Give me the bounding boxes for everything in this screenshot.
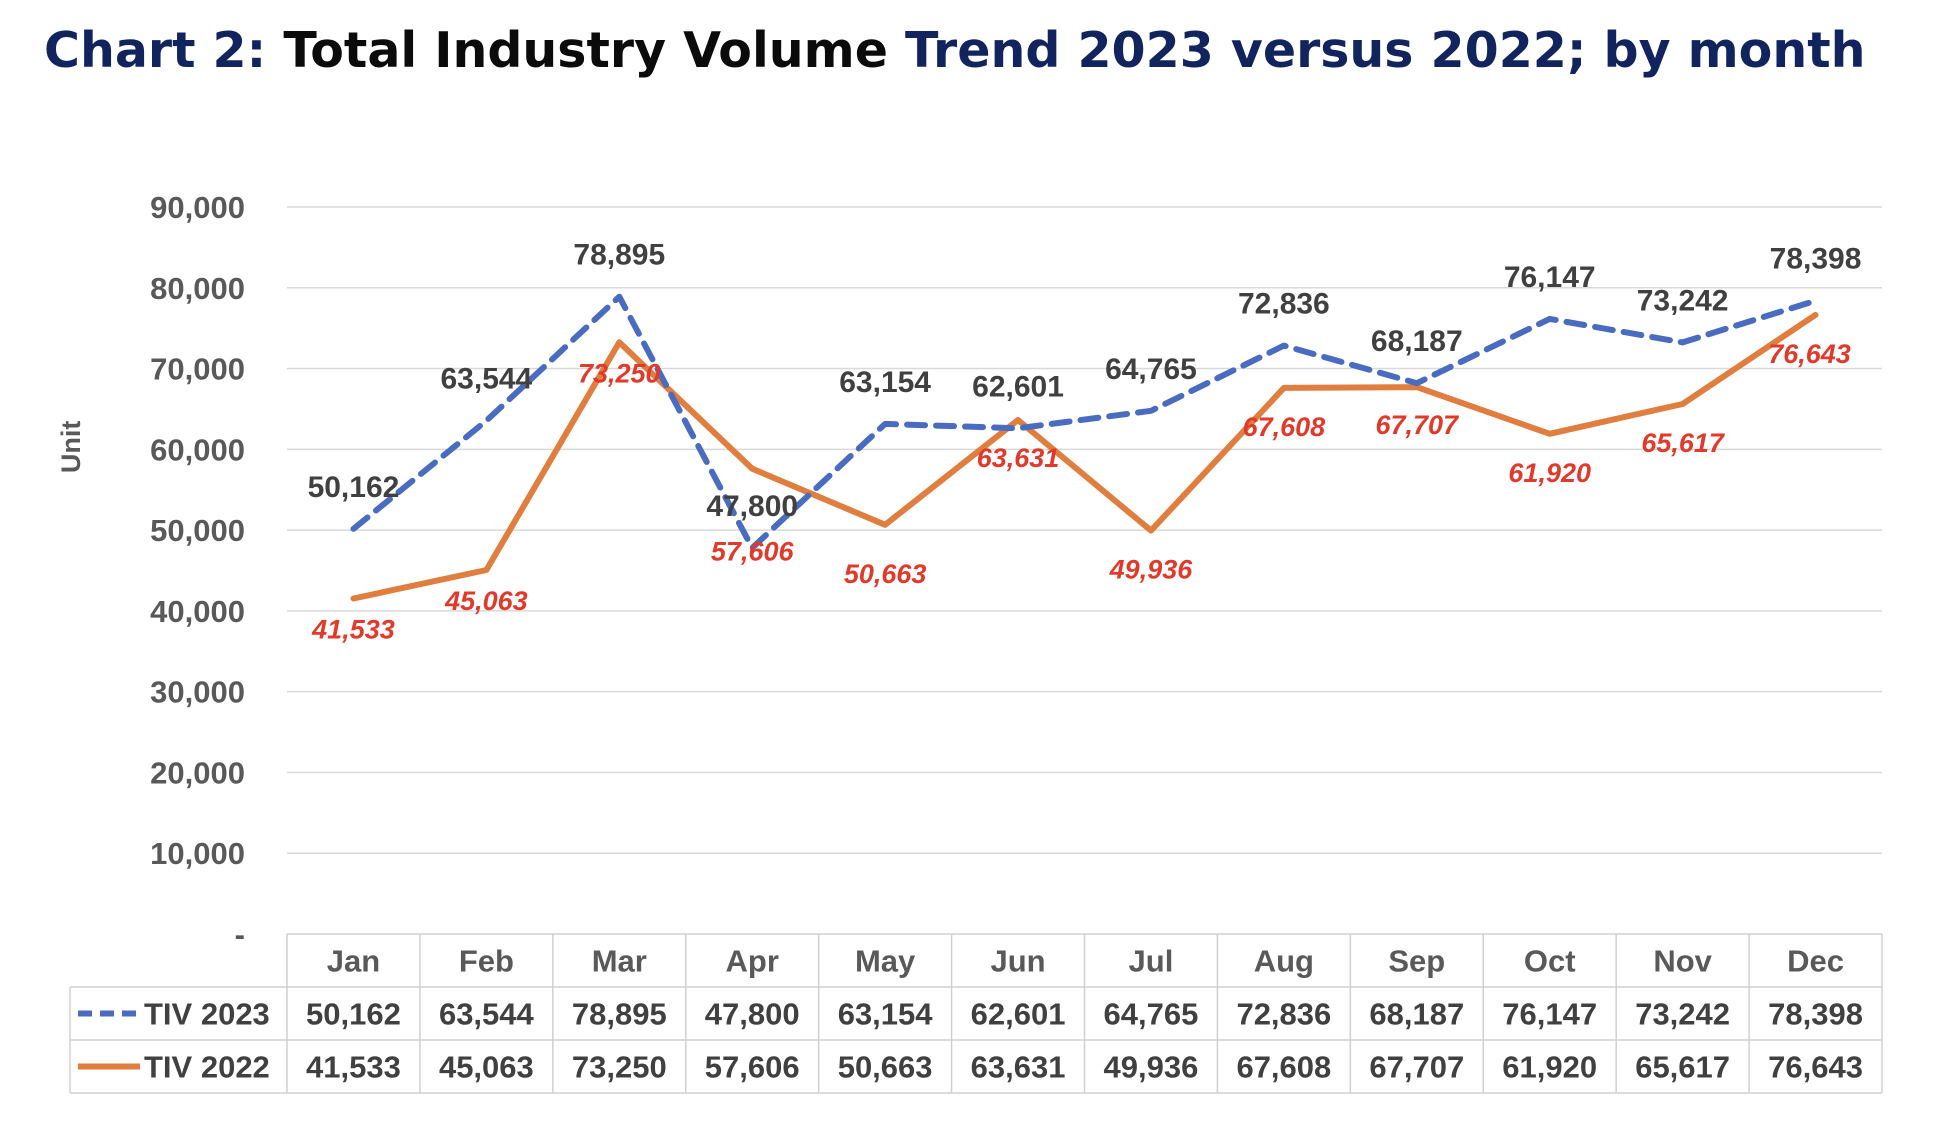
data-label-2023: 76,147 [1504,261,1596,294]
data-label-2022: 76,643 [1768,339,1851,369]
y-tick-label: 90,000 [150,190,245,225]
y-tick-label: 20,000 [150,755,245,790]
x-tick-label: Mar [592,944,647,979]
data-label-2023: 73,242 [1637,284,1729,317]
data-label-2023: 78,895 [573,239,665,272]
series-lines [350,293,1819,602]
data-label-2023: 47,800 [706,490,798,523]
data-label-2022: 67,707 [1375,410,1460,440]
data-label-2022: 67,608 [1243,412,1326,442]
table-cell: 61,920 [1502,1050,1597,1085]
data-label-2022: 41,533 [311,615,395,645]
table-cell: 65,617 [1635,1050,1730,1085]
x-tick-label: Aug [1254,944,1314,979]
data-label-2022: 63,631 [977,443,1060,473]
table-cell: 72,836 [1236,997,1331,1032]
table-cell: 49,936 [1104,1050,1199,1085]
table-cell: 45,063 [439,1050,534,1085]
data-label-2023: 78,398 [1770,243,1862,276]
y-tick-label: 80,000 [150,271,245,306]
table-cell: 50,162 [306,997,401,1032]
data-label-2022: 50,663 [844,559,927,589]
table-cell: 67,608 [1236,1050,1331,1085]
y-tick-label: 40,000 [150,594,245,629]
data-label-2022: 73,250 [578,358,661,388]
table-cell: 50,663 [838,1050,933,1085]
y-tick-label: 10,000 [150,836,245,871]
table-cell: 76,147 [1502,997,1597,1032]
series-line-tiv-2022 [350,311,1819,602]
x-tick-label: Feb [459,944,514,979]
chart-title: Chart 2: Total Industry Volume Trend 202… [44,22,1866,79]
title-part-1: Chart 2: [44,22,284,79]
y-axis-ticks: - 10,000 20,000 30,000 40,000 50,000 60,000 70,… [150,190,245,952]
y-tick-label: - [235,917,245,952]
x-tick-label: May [855,944,916,979]
table-cell: 73,250 [572,1050,667,1085]
legend-series-name: TIV 2023 [144,997,270,1032]
table-cell: 67,707 [1369,1050,1464,1085]
table-cell: 63,544 [439,997,535,1032]
title-part-2: Total Industry Volume [283,22,905,79]
x-tick-label: Apr [726,944,779,979]
x-tick-label: Jun [990,944,1045,979]
table-cell: 62,601 [971,997,1066,1032]
table-cell: 63,631 [971,1050,1066,1085]
data-label-2023: 50,162 [308,471,400,504]
y-tick-label: 70,000 [150,352,245,387]
table-cell: 76,643 [1768,1050,1863,1085]
x-tick-label: Oct [1524,944,1576,979]
data-label-2023: 63,154 [839,366,931,399]
table-cell: 63,154 [838,997,934,1032]
x-tick-label: Dec [1787,944,1844,979]
data-table: Jan Feb Mar Apr May Jun Jul Aug Sep Oct Nov Dec TIV … [69,933,1883,1094]
table-cell: 57,606 [705,1050,800,1085]
x-tick-label: Nov [1653,944,1712,979]
y-tick-label: 30,000 [150,675,245,710]
table-cell: 64,765 [1104,997,1199,1032]
legend-series-name: TIV 2022 [144,1050,270,1085]
x-tick-label: Jul [1129,944,1174,979]
data-label-2022: 61,920 [1508,458,1591,488]
data-label-2022: 49,936 [1109,555,1194,585]
x-tick-label: Sep [1388,944,1445,979]
gridlines [287,206,1882,854]
title-part-3: Trend 2023 versus 2022; by month [905,22,1866,79]
data-label-2023: 63,544 [440,363,532,396]
table-cell: 78,895 [572,997,667,1032]
data-label-2022: 57,606 [711,537,795,567]
data-labels: 50,162 63,544 78,895 47,800 63,154 62,601 64,7… [308,239,1862,645]
table-cell: 41,533 [306,1050,401,1085]
table-cell: 78,398 [1768,997,1863,1032]
series-line-tiv-2023 [350,293,1819,551]
data-label-2023: 64,765 [1105,353,1197,386]
table-cell: 47,800 [705,997,800,1032]
y-tick-label: 50,000 [150,513,245,548]
data-label-2023: 62,601 [972,370,1064,403]
data-label-2022: 45,063 [444,586,528,616]
data-label-2023: 68,187 [1371,325,1463,358]
x-tick-label: Jan [327,944,380,979]
table-cell: 68,187 [1369,997,1464,1032]
y-tick-label: 60,000 [150,432,245,467]
table-cell: 73,242 [1635,997,1730,1032]
data-label-2022: 65,617 [1641,428,1726,458]
data-label-2023: 72,836 [1238,288,1330,321]
y-axis-label: Unit [56,421,86,473]
